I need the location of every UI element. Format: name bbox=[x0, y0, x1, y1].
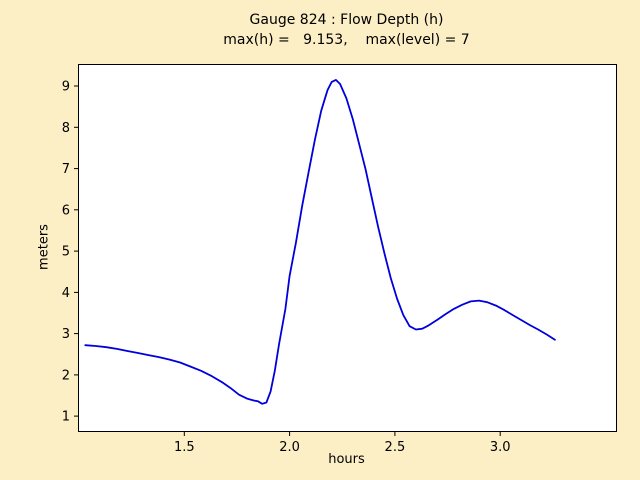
y-axis-label: meters bbox=[36, 224, 52, 270]
svg-text:3.0: 3.0 bbox=[490, 440, 511, 455]
svg-text:9: 9 bbox=[62, 80, 70, 95]
chart-subtitle: max(h) = 9.153, max(level) = 7 bbox=[223, 32, 470, 48]
svg-text:1.5: 1.5 bbox=[174, 440, 195, 455]
svg-text:2.0: 2.0 bbox=[279, 440, 300, 455]
svg-text:1: 1 bbox=[62, 410, 70, 425]
svg-text:2.5: 2.5 bbox=[385, 440, 406, 455]
svg-text:3: 3 bbox=[62, 327, 70, 342]
flow-depth-line-chart: 1.5 2.0 2.5 3.0 1 2 3 4 5 6 7 8 9 bbox=[62, 78, 556, 455]
svg-text:8: 8 bbox=[62, 121, 70, 136]
svg-text:4: 4 bbox=[62, 286, 70, 301]
x-axis-label: hours bbox=[328, 452, 365, 467]
svg-text:6: 6 bbox=[62, 203, 70, 218]
svg-text:5: 5 bbox=[62, 245, 70, 260]
plot-area: 1.5 2.0 2.5 3.0 1 2 3 4 5 6 7 8 9 bbox=[62, 64, 617, 455]
svg-text:7: 7 bbox=[62, 162, 70, 177]
svg-text:2: 2 bbox=[62, 368, 70, 383]
chart-title: Gauge 824 : Flow Depth (h) bbox=[249, 12, 444, 28]
